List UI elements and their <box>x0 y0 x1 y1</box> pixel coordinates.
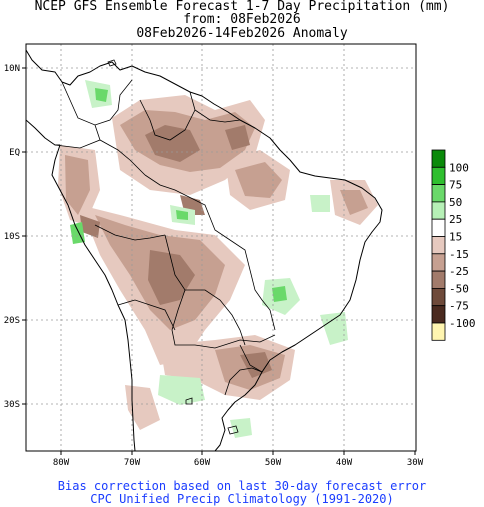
legend-swatch <box>431 218 446 237</box>
legend-swatch <box>431 184 446 203</box>
legend-label: -15 <box>449 248 469 261</box>
lon-label: 40W <box>336 458 353 468</box>
lat-label: EQ <box>9 148 20 158</box>
forecast-period: 08Feb2026-14Feb2026 Anomaly <box>136 26 348 41</box>
lon-label: 30W <box>407 458 424 468</box>
legend-swatch <box>431 253 446 272</box>
climatology-note: CPC Unified Precip Climatology (1991-202… <box>90 492 394 506</box>
map-frame <box>25 43 417 452</box>
legend-label: -25 <box>449 265 469 278</box>
legend-swatch <box>431 166 446 186</box>
anomaly-shading <box>58 80 378 438</box>
lat-label: 10S <box>4 232 20 242</box>
legend-swatch <box>431 287 446 307</box>
lon-label: 80W <box>53 458 70 468</box>
islands <box>107 59 239 435</box>
lat-label: 20S <box>4 316 20 326</box>
lon-label: 50W <box>265 458 282 468</box>
map-title: NCEP GFS Ensemble Forecast 1-7 Day Preci… <box>34 0 450 14</box>
latitude-labels: 10N EQ 10S 20S 30S <box>4 64 20 410</box>
legend-label: 25 <box>449 213 462 226</box>
legend-label: -75 <box>449 300 469 313</box>
graticule <box>26 44 416 451</box>
legend-swatch <box>431 305 446 324</box>
legend-label: 50 <box>449 196 462 209</box>
lon-label: 70W <box>124 458 141 468</box>
legend-swatch <box>431 236 446 255</box>
forecast-start-date: from: 08Feb2026 <box>183 12 301 27</box>
lon-label: 60W <box>194 458 211 468</box>
lat-label: 10N <box>4 64 20 74</box>
legend-label: 100 <box>449 161 469 174</box>
axis-ticks <box>22 67 416 455</box>
legend-label: -100 <box>449 317 476 330</box>
color-legend: 100 75 50 25 15 -15 -25 -50 -75 -100 <box>431 149 476 341</box>
legend-label: -50 <box>449 282 469 295</box>
legend-swatch <box>431 201 446 220</box>
legend-label: 15 <box>449 231 462 244</box>
longitude-labels: 80W 70W 60W 50W 40W 30W <box>53 458 424 468</box>
country-borders <box>54 79 276 396</box>
dry-anomaly-dark <box>80 125 272 378</box>
bias-correction-note: Bias correction based on last 30-day for… <box>57 479 427 493</box>
legend-label: 75 <box>449 179 462 192</box>
lat-label: 30S <box>4 400 20 410</box>
legend-swatch <box>431 322 446 341</box>
legend-swatch <box>431 270 446 289</box>
legend-swatch <box>431 149 446 168</box>
